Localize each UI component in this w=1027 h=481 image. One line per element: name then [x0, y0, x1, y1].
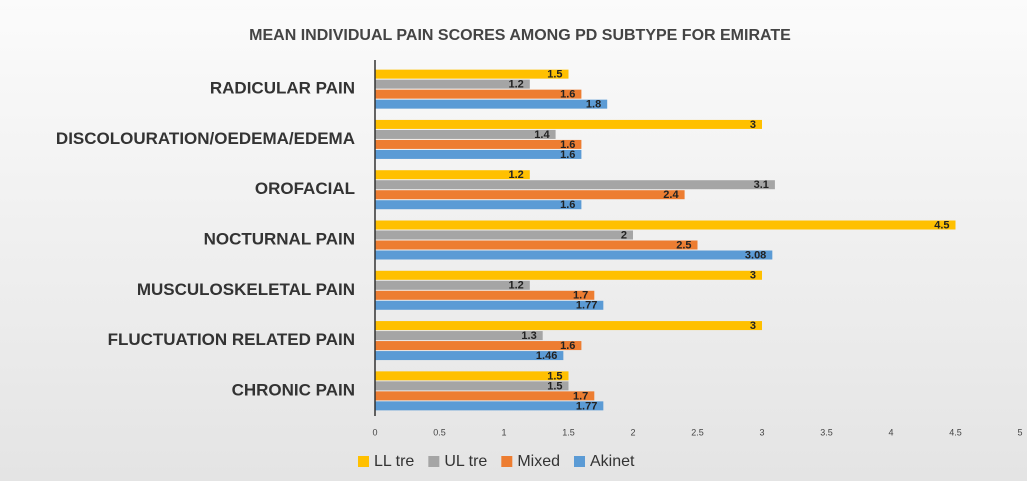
bar	[375, 220, 956, 230]
x-tick-label: 0	[372, 427, 377, 437]
bar	[375, 119, 762, 129]
bar	[375, 200, 582, 210]
value-label: 3	[750, 320, 756, 332]
x-tick-label: 4.5	[949, 427, 962, 437]
legend-label: Mixed	[517, 453, 560, 470]
legend-label: Akinet	[590, 453, 635, 470]
bar	[375, 180, 775, 190]
bar	[375, 351, 564, 361]
bar	[375, 190, 685, 200]
category-label: DISCOLOURATION/OEDEMA/EDEMA	[56, 129, 355, 148]
x-tick-label: 1	[501, 427, 506, 437]
x-tick-label: 2	[630, 427, 635, 437]
value-label: 4.5	[934, 219, 949, 231]
bar	[375, 381, 569, 391]
legend-label: UL tre	[444, 453, 487, 470]
bar	[375, 290, 595, 300]
value-label: 2.5	[676, 239, 691, 251]
bar	[375, 79, 530, 89]
bar	[375, 170, 530, 180]
legend-label: LL tre	[374, 453, 414, 470]
category-label: RADICULAR PAIN	[210, 79, 355, 98]
value-label: 3	[750, 119, 756, 131]
value-label: 1.6	[560, 149, 575, 161]
category-label: FLUCTUATION RELATED PAIN	[108, 330, 355, 349]
bar	[375, 69, 569, 79]
value-label: 1.3	[521, 330, 536, 342]
value-label: 1.46	[536, 350, 557, 362]
category-label: OROFACIAL	[255, 179, 355, 198]
bar	[375, 250, 773, 260]
x-tick-label: 2.5	[691, 427, 704, 437]
value-label: 1.7	[573, 390, 588, 402]
value-label: 1.77	[576, 300, 597, 312]
category-label: MUSCULOSKELETAL PAIN	[137, 280, 355, 299]
value-label: 1.5	[547, 69, 562, 81]
x-tick-label: 3	[759, 427, 764, 437]
bar	[375, 240, 698, 250]
value-label: 1.5	[547, 370, 562, 382]
value-label: 2	[621, 229, 627, 241]
value-label: 1.5	[547, 380, 562, 392]
bar	[375, 99, 608, 109]
category-label: NOCTURNAL PAIN	[204, 229, 355, 248]
value-label: 3	[750, 270, 756, 282]
x-tick-label: 3.5	[820, 427, 833, 437]
value-label: 3.08	[745, 249, 766, 261]
bar	[375, 391, 595, 401]
value-label: 1.4	[534, 129, 550, 141]
value-label: 1.77	[576, 400, 597, 412]
legend-swatch	[358, 456, 369, 467]
bar	[375, 321, 762, 331]
value-label: 1.7	[573, 290, 588, 302]
bar	[375, 149, 582, 159]
bar	[375, 331, 543, 341]
value-label: 1.6	[560, 340, 575, 352]
x-tick-label: 0.5	[433, 427, 446, 437]
value-label: 1.2	[509, 280, 524, 292]
bar	[375, 230, 633, 240]
x-tick-label: 5	[1017, 427, 1022, 437]
bar	[375, 280, 530, 290]
chart-title: MEAN INDIVIDUAL PAIN SCORES AMONG PD SUB…	[249, 27, 791, 44]
value-label: 1.6	[560, 199, 575, 211]
x-tick-label: 4	[888, 427, 893, 437]
bar	[375, 129, 556, 139]
bar	[375, 300, 604, 310]
bar	[375, 89, 582, 99]
x-tick-label: 1.5	[562, 427, 575, 437]
value-label: 1.6	[560, 139, 575, 151]
bar	[375, 371, 569, 381]
value-label: 1.2	[509, 79, 524, 91]
bar	[375, 139, 582, 149]
value-label: 2.4	[663, 189, 679, 201]
value-label: 1.2	[509, 169, 524, 181]
category-label: CHRONIC PAIN	[232, 380, 355, 399]
value-label: 1.6	[560, 89, 575, 101]
value-label: 3.1	[754, 179, 769, 191]
legend-swatch	[501, 456, 513, 467]
bar	[375, 401, 604, 411]
legend-swatch	[428, 456, 440, 467]
value-label: 1.8	[586, 99, 601, 111]
bar	[375, 270, 762, 280]
legend-swatch	[574, 456, 585, 467]
bar	[375, 341, 582, 351]
